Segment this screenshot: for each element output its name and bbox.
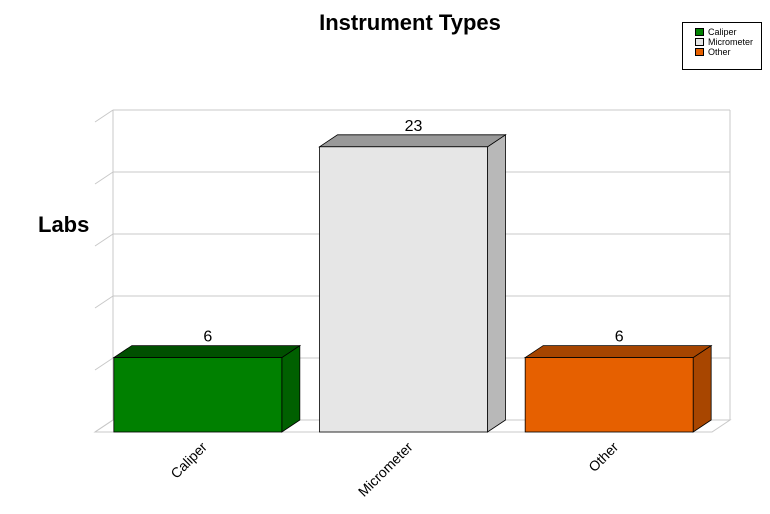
legend-item: Other xyxy=(695,47,761,57)
data-label: 6 xyxy=(615,329,624,346)
bar xyxy=(319,146,488,433)
data-label: 6 xyxy=(203,329,212,346)
legend-label: Other xyxy=(708,47,731,57)
gridline-side xyxy=(94,233,114,247)
gridline-side xyxy=(94,109,114,123)
gridline-side xyxy=(94,357,114,371)
gridline-side xyxy=(94,295,114,309)
legend-item: Caliper xyxy=(695,27,761,37)
legend-item: Micrometer xyxy=(695,37,761,47)
bar-side xyxy=(281,344,301,433)
bar-top xyxy=(523,345,713,359)
chart-legend: Caliper Micrometer Other xyxy=(682,22,762,70)
data-label: 23 xyxy=(405,118,423,135)
x-tick-label: Other xyxy=(585,439,621,475)
bar-top xyxy=(112,345,302,359)
x-tick-label: Micrometer xyxy=(355,439,416,500)
bar-side xyxy=(487,134,506,433)
bar-top xyxy=(318,134,507,148)
legend-swatch xyxy=(695,28,704,36)
legend-label: Micrometer xyxy=(708,37,754,47)
chart-title: Instrument Types xyxy=(319,10,501,35)
legend-swatch xyxy=(695,48,704,56)
legend-label: Caliper xyxy=(708,27,737,37)
gridline-side xyxy=(94,171,114,185)
legend-swatch xyxy=(695,38,704,46)
bar xyxy=(524,357,694,433)
chart-floor xyxy=(93,419,732,433)
bar-side xyxy=(692,344,712,433)
x-tick-label: Caliper xyxy=(167,439,210,482)
y-axis-label: Labs xyxy=(38,212,90,237)
bar xyxy=(113,357,283,433)
